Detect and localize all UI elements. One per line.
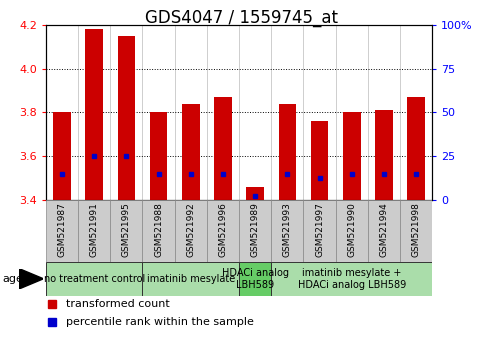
Bar [207,200,239,262]
Bar [175,200,207,262]
Bar [46,200,78,262]
Bar [303,200,336,262]
Text: GSM521992: GSM521992 [186,202,195,257]
Bar [336,200,368,262]
Bar [271,200,303,262]
Bar [343,113,361,200]
Text: GSM521988: GSM521988 [154,202,163,257]
Bar [150,113,168,200]
Text: GSM521994: GSM521994 [380,202,388,257]
Bar [110,200,142,262]
Bar [46,262,142,296]
Text: GSM521991: GSM521991 [90,202,99,257]
Bar [182,104,199,200]
Bar [85,29,103,200]
Bar [214,97,232,200]
Text: HDACi analog
LBH589: HDACi analog LBH589 [222,268,289,290]
Bar [142,262,239,296]
Bar [279,104,296,200]
Polygon shape [19,269,43,289]
Bar [239,200,271,262]
Bar [407,97,425,200]
Bar [53,113,71,200]
Text: GDS4047 / 1559745_at: GDS4047 / 1559745_at [145,9,338,27]
Text: GSM521995: GSM521995 [122,202,131,257]
Bar [239,262,271,296]
Text: GSM521990: GSM521990 [347,202,356,257]
Bar [78,200,110,262]
Bar [142,200,175,262]
Bar [271,262,432,296]
Text: imatinib mesylate: imatinib mesylate [147,274,235,284]
Bar [375,110,393,200]
Text: GSM521998: GSM521998 [412,202,421,257]
Text: GSM521993: GSM521993 [283,202,292,257]
Text: percentile rank within the sample: percentile rank within the sample [66,317,254,327]
Bar [246,187,264,200]
Bar [311,121,328,200]
Text: GSM521997: GSM521997 [315,202,324,257]
Text: imatinib mesylate +
HDACi analog LBH589: imatinib mesylate + HDACi analog LBH589 [298,268,406,290]
Text: no treatment control: no treatment control [43,274,145,284]
Text: GSM521987: GSM521987 [57,202,67,257]
Text: agent: agent [2,274,35,284]
Text: GSM521989: GSM521989 [251,202,260,257]
Text: transformed count: transformed count [66,299,170,309]
Bar [368,200,400,262]
Bar [400,200,432,262]
Bar [117,36,135,200]
Text: GSM521996: GSM521996 [218,202,227,257]
